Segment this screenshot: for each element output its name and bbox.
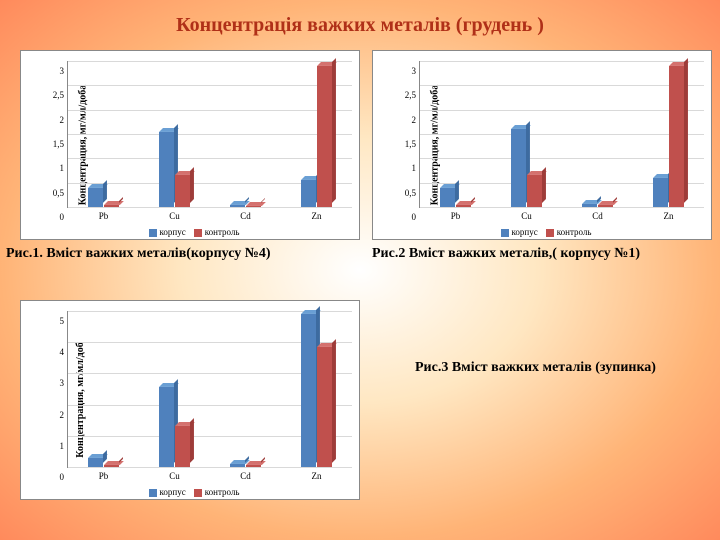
y-tick-label: 3 [60, 66, 65, 76]
y-tick-label: 0,5 [53, 188, 64, 198]
bar-series-b [104, 465, 120, 467]
chart-caption: Рис.3 Вміст важких металів (зупинка) [415, 360, 720, 376]
bar-series-b [317, 66, 333, 207]
bar-series-a [88, 458, 104, 467]
bar-series-b [527, 175, 543, 207]
x-category-label: Pb [99, 471, 109, 481]
page-root: Концентрація важких металів (грудень ) К… [0, 0, 720, 540]
page-title: Концентрація важких металів (грудень ) [0, 14, 720, 37]
bar-series-a [159, 387, 175, 467]
plot-area: 00,511,522,53PbCuCdZn [67, 61, 352, 208]
plot-area: 012345PbCuCdZn [67, 311, 352, 468]
x-category-label: Cd [240, 471, 251, 481]
chart-c3: Концентрация, мг/мл/доб012345PbCuCdZnкор… [20, 300, 360, 500]
legend: корпусконтроль [373, 227, 711, 237]
x-category-label: Zn [312, 211, 322, 221]
bar-series-b [456, 205, 472, 207]
x-category-label: Pb [451, 211, 461, 221]
x-category-label: Cu [169, 471, 180, 481]
y-tick-label: 4 [60, 347, 65, 357]
y-tick-label: 1 [60, 441, 65, 451]
y-tick-label: 2 [60, 115, 65, 125]
gridline [420, 158, 704, 159]
gridline [68, 207, 352, 208]
gridline [68, 134, 352, 135]
y-tick-label: 0,5 [405, 188, 416, 198]
bar-series-b [246, 206, 262, 207]
gridline [68, 467, 352, 468]
legend: корпусконтроль [21, 487, 359, 497]
y-tick-label: 0 [60, 212, 65, 222]
y-tick-label: 0 [412, 212, 417, 222]
gridline [420, 85, 704, 86]
x-category-label: Cu [169, 211, 180, 221]
y-tick-label: 1 [60, 163, 65, 173]
chart-caption: Рис.2 Вміст важких металів,( корпусу №1) [372, 246, 720, 262]
x-category-label: Cu [521, 211, 532, 221]
gridline [68, 110, 352, 111]
y-tick-label: 2 [412, 115, 417, 125]
bar-series-b [104, 205, 120, 207]
bar-series-a [159, 132, 175, 207]
gridline [420, 207, 704, 208]
bar-series-a [230, 205, 246, 207]
gridline [420, 110, 704, 111]
gridline [68, 61, 352, 62]
bar-series-b [175, 426, 191, 467]
gridline [68, 158, 352, 159]
bar-series-a [301, 180, 317, 207]
bar-series-a [88, 188, 104, 207]
bar-series-a [230, 464, 246, 467]
y-tick-label: 3 [412, 66, 417, 76]
x-category-label: Zn [312, 471, 322, 481]
chart-c1: Концентрация, мг/мл/доба00,511,522,53PbC… [20, 50, 360, 240]
bar-series-b [598, 205, 614, 207]
legend: корпусконтроль [21, 227, 359, 237]
bar-series-b [669, 66, 685, 207]
bar-series-b [175, 175, 191, 207]
bar-series-b [317, 347, 333, 467]
y-tick-label: 1,5 [405, 139, 416, 149]
x-category-label: Cd [592, 211, 603, 221]
y-tick-label: 1,5 [53, 139, 64, 149]
chart-caption: Рис.1. Вміст важких металів(корпусу №4) [6, 246, 366, 262]
x-category-label: Cd [240, 211, 251, 221]
plot-area: 00,511,522,53PbCuCdZn [419, 61, 704, 208]
y-tick-label: 5 [60, 316, 65, 326]
y-tick-label: 3 [60, 378, 65, 388]
bar-series-b [246, 465, 262, 467]
gridline [420, 134, 704, 135]
y-tick-label: 2,5 [405, 90, 416, 100]
y-tick-label: 2 [60, 410, 65, 420]
bar-series-a [653, 178, 669, 207]
x-category-label: Zn [664, 211, 674, 221]
y-tick-label: 0 [60, 472, 65, 482]
gridline [68, 85, 352, 86]
y-tick-label: 2,5 [53, 90, 64, 100]
gridline [420, 61, 704, 62]
bar-series-a [511, 129, 527, 207]
y-tick-label: 1 [412, 163, 417, 173]
chart-c2: Концентрация, мг/мл/доба00,511,522,53PbC… [372, 50, 712, 240]
x-category-label: Pb [99, 211, 109, 221]
bar-series-a [301, 314, 317, 467]
bar-series-a [582, 204, 598, 207]
bar-series-a [440, 188, 456, 207]
